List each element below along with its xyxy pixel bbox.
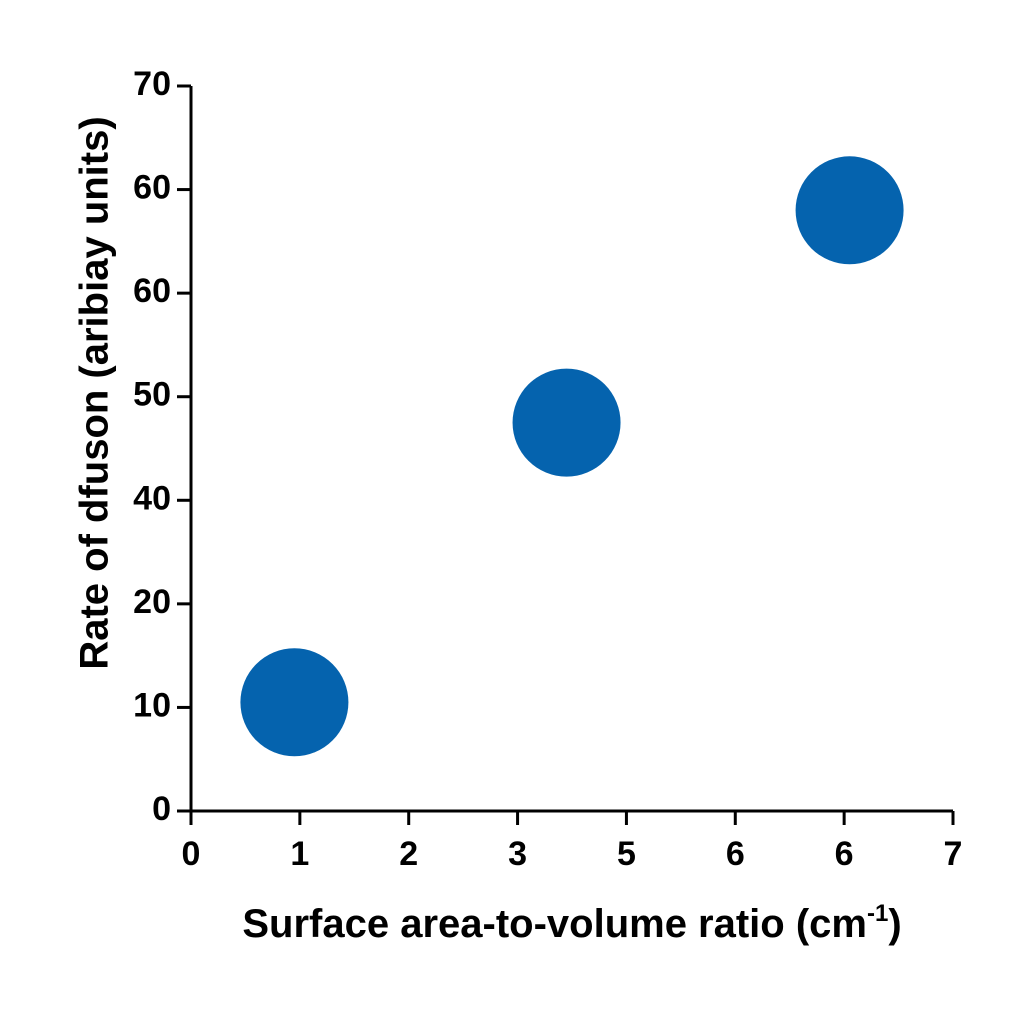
x-tick-label: 1: [290, 835, 309, 873]
y-tick-label: 10: [133, 686, 171, 724]
x-axis-title-end: ): [888, 902, 901, 946]
y-tick-label: 40: [133, 479, 171, 517]
y-axis-title: Rate of dfuson (aribiay units): [73, 116, 117, 669]
x-tick-label: 7: [944, 835, 963, 873]
x-tick-label: 6: [835, 835, 854, 873]
x-axis-title: Surface area-to-volume ratio (cm-1): [242, 900, 901, 946]
y-tick-label: 0: [152, 790, 171, 828]
x-tick-label: 6: [726, 835, 745, 873]
y-tick-label: 60: [133, 272, 171, 310]
x-axis-title-superscript: -1: [867, 900, 888, 927]
data-point: [240, 648, 349, 757]
axis-lines: [189, 86, 953, 813]
y-tick-label: 20: [133, 583, 171, 621]
x-tick-label: 5: [617, 835, 636, 873]
x-tick-label: 0: [182, 835, 201, 873]
y-axis-ticks: 0 10 20 40 50 60 60 70: [133, 65, 191, 828]
y-tick-label: 60: [133, 169, 171, 207]
x-tick-label: 2: [399, 835, 418, 873]
data-point: [512, 368, 621, 477]
x-axis-ticks: 0 1 2 3 5 6 6 7: [182, 811, 963, 873]
data-point: [795, 156, 904, 265]
y-tick-label: 50: [133, 376, 171, 414]
y-tick-label: 70: [133, 65, 171, 103]
data-points: [240, 156, 904, 757]
x-axis-title-main: Surface area-to-volume ratio (cm: [242, 902, 867, 946]
x-tick-label: 3: [508, 835, 527, 873]
